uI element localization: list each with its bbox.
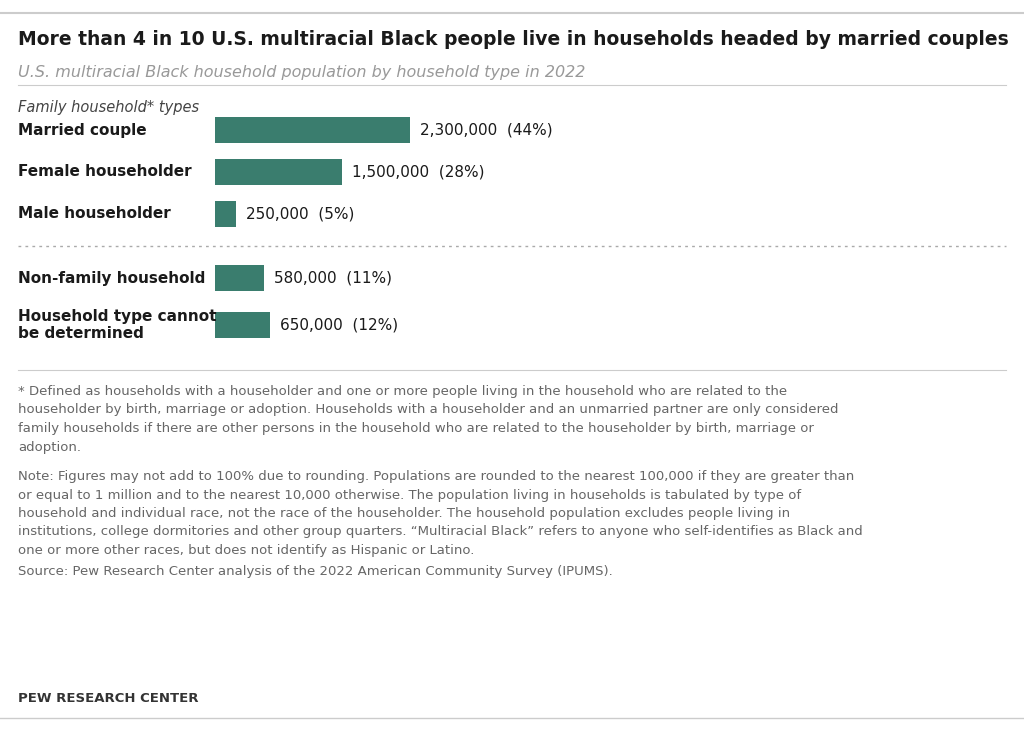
Bar	[215, 265, 264, 291]
Text: Male householder: Male householder	[18, 206, 171, 221]
Bar	[215, 201, 237, 227]
Text: U.S. multiracial Black household population by household type in 2022: U.S. multiracial Black household populat…	[18, 65, 586, 80]
Bar	[215, 312, 270, 338]
Text: 250,000  (5%): 250,000 (5%)	[246, 206, 354, 221]
Text: Note: Figures may not add to 100% due to rounding. Populations are rounded to th: Note: Figures may not add to 100% due to…	[18, 470, 863, 557]
Text: Female householder: Female householder	[18, 164, 191, 180]
Text: Household type cannot: Household type cannot	[18, 309, 216, 323]
Text: * Defined as households with a householder and one or more people living in the : * Defined as households with a household…	[18, 385, 839, 454]
Text: Married couple: Married couple	[18, 123, 146, 138]
Text: be determined: be determined	[18, 326, 144, 341]
Text: Family household* types: Family household* types	[18, 100, 199, 115]
Text: 650,000  (12%): 650,000 (12%)	[281, 317, 398, 332]
Text: PEW RESEARCH CENTER: PEW RESEARCH CENTER	[18, 692, 199, 705]
Text: Non-family household: Non-family household	[18, 271, 206, 286]
Text: 2,300,000  (44%): 2,300,000 (44%)	[420, 123, 553, 138]
Text: 580,000  (11%): 580,000 (11%)	[274, 271, 392, 286]
Bar	[215, 159, 342, 185]
Text: 1,500,000  (28%): 1,500,000 (28%)	[352, 164, 484, 180]
Text: More than 4 in 10 U.S. multiracial Black people live in households headed by mar: More than 4 in 10 U.S. multiracial Black…	[18, 30, 1009, 49]
Bar	[215, 117, 410, 143]
Text: Source: Pew Research Center analysis of the 2022 American Community Survey (IPUM: Source: Pew Research Center analysis of …	[18, 565, 612, 578]
